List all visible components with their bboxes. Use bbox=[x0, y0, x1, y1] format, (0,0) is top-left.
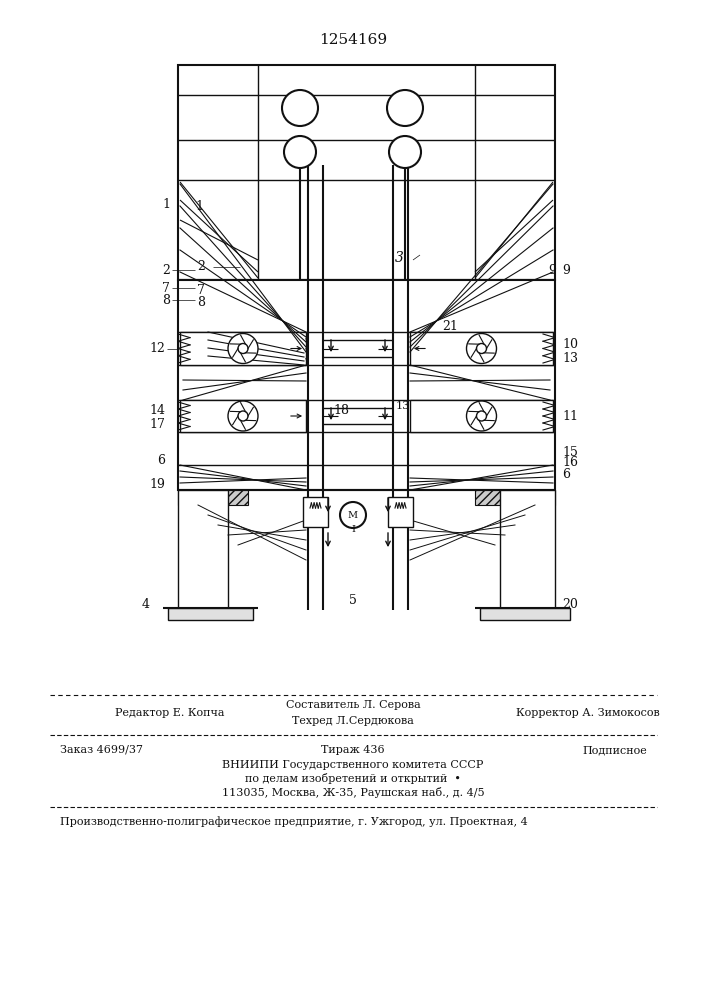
Text: 2: 2 bbox=[197, 260, 205, 273]
Text: ВНИИПИ Государственного комитета СССР: ВНИИПИ Государственного комитета СССР bbox=[222, 760, 484, 770]
Text: 113035, Москва, Ж-35, Раушская наб., д. 4/5: 113035, Москва, Ж-35, Раушская наб., д. … bbox=[222, 788, 484, 798]
Bar bbox=[480, 608, 570, 620]
Bar bbox=[410, 400, 553, 432]
Bar bbox=[178, 280, 555, 490]
Bar bbox=[180, 400, 306, 432]
Bar bbox=[168, 608, 253, 620]
Text: Тираж 436: Тираж 436 bbox=[321, 745, 385, 755]
Text: 5: 5 bbox=[349, 593, 357, 606]
Text: 8: 8 bbox=[197, 296, 205, 308]
Text: Подписное: Подписное bbox=[583, 745, 647, 755]
Bar bbox=[388, 497, 413, 527]
Circle shape bbox=[387, 90, 423, 126]
Text: 9: 9 bbox=[562, 263, 570, 276]
Text: 20: 20 bbox=[562, 598, 578, 611]
Circle shape bbox=[238, 344, 248, 354]
Text: Корректор А. Зимокосов: Корректор А. Зимокосов bbox=[516, 708, 660, 718]
Bar bbox=[178, 490, 248, 505]
Circle shape bbox=[282, 90, 318, 126]
Text: 12: 12 bbox=[149, 342, 165, 356]
Text: 3: 3 bbox=[395, 251, 404, 265]
Text: 1: 1 bbox=[162, 198, 170, 212]
Bar bbox=[178, 490, 228, 610]
Text: Составитель Л. Серова: Составитель Л. Серова bbox=[286, 700, 421, 710]
Text: Редактор Е. Копча: Редактор Е. Копча bbox=[115, 708, 225, 718]
Bar bbox=[500, 490, 555, 610]
Text: 13: 13 bbox=[396, 401, 410, 411]
Text: 19: 19 bbox=[149, 479, 165, 491]
Text: Заказ 4699/37: Заказ 4699/37 bbox=[60, 745, 143, 755]
Text: I: I bbox=[351, 526, 355, 534]
Text: Производственно-полиграфическое предприятие, г. Ужгород, ул. Проектная, 4: Производственно-полиграфическое предприя… bbox=[60, 817, 527, 827]
Circle shape bbox=[238, 411, 248, 421]
Text: 15: 15 bbox=[562, 446, 578, 460]
Text: M: M bbox=[348, 510, 358, 520]
Text: 14: 14 bbox=[149, 404, 165, 418]
Text: 7: 7 bbox=[162, 282, 170, 294]
Circle shape bbox=[389, 136, 421, 168]
Circle shape bbox=[477, 344, 486, 354]
Circle shape bbox=[228, 401, 258, 431]
Text: 16: 16 bbox=[562, 456, 578, 470]
Text: 18: 18 bbox=[333, 404, 349, 418]
Circle shape bbox=[467, 334, 496, 363]
Text: 10: 10 bbox=[562, 338, 578, 351]
Text: 13: 13 bbox=[562, 353, 578, 365]
Circle shape bbox=[477, 411, 486, 421]
Bar bbox=[180, 332, 306, 365]
Text: 4: 4 bbox=[142, 598, 150, 611]
Text: 8: 8 bbox=[162, 294, 170, 306]
Bar bbox=[410, 332, 553, 365]
Text: 11: 11 bbox=[562, 410, 578, 422]
Bar bbox=[475, 490, 555, 505]
Circle shape bbox=[284, 136, 316, 168]
Circle shape bbox=[467, 401, 496, 431]
Text: 21: 21 bbox=[442, 320, 458, 334]
Text: 6: 6 bbox=[157, 454, 165, 466]
Text: 9: 9 bbox=[548, 263, 556, 276]
Text: 2: 2 bbox=[162, 263, 170, 276]
Circle shape bbox=[340, 502, 366, 528]
Text: по делам изобретений и открытий  •: по делам изобретений и открытий • bbox=[245, 774, 461, 784]
Text: 1: 1 bbox=[195, 200, 203, 214]
Text: Техред Л.Сердюкова: Техред Л.Сердюкова bbox=[292, 716, 414, 726]
Bar bbox=[303, 497, 328, 527]
Text: 6: 6 bbox=[562, 468, 570, 482]
Text: 7: 7 bbox=[197, 284, 205, 296]
Text: 17: 17 bbox=[149, 418, 165, 430]
Text: 1254169: 1254169 bbox=[319, 33, 387, 47]
Circle shape bbox=[228, 334, 258, 363]
Bar bbox=[178, 65, 555, 280]
